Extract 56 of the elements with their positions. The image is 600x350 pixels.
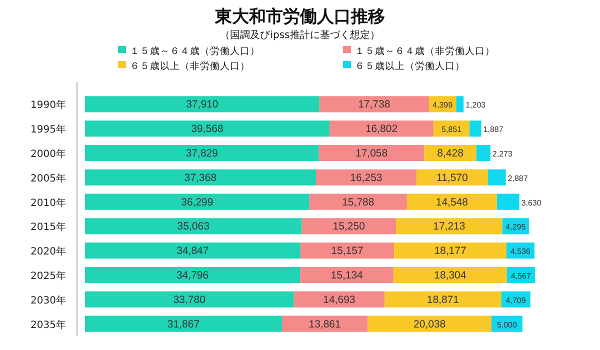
data-label: 11,570: [436, 172, 468, 184]
data-label: 17,738: [358, 98, 390, 111]
data-label: 15,157: [331, 245, 364, 258]
data-label: 2,887: [508, 174, 528, 183]
data-label: 17,213: [433, 220, 466, 233]
y-tick-label: 2025年: [30, 270, 66, 282]
data-label: 1,203: [466, 100, 486, 110]
y-tick-label: 2020年: [30, 246, 66, 258]
y-tick-label: 1995年: [30, 124, 66, 136]
data-label: 14,548: [436, 196, 468, 208]
legend-label: ６５歳以上（労働人口）: [355, 60, 465, 72]
data-label: 1,887: [483, 125, 504, 134]
data-label: 31,867: [167, 318, 200, 330]
data-label: 15,134: [330, 270, 364, 282]
y-tick-label: 2000年: [30, 148, 66, 160]
data-label: 18,304: [434, 270, 466, 282]
y-tick-label: 2010年: [30, 196, 66, 209]
data-label: 18,871: [426, 294, 460, 306]
data-label: 37,829: [186, 148, 218, 160]
data-label: 5,851: [442, 125, 462, 134]
data-label: 37,910: [186, 98, 218, 111]
data-label: 14,693: [323, 294, 356, 306]
data-label: 17,058: [355, 148, 388, 160]
data-label: 8,428: [437, 148, 464, 160]
data-label: 5,000: [496, 320, 518, 330]
data-label: 3,630: [521, 198, 542, 208]
y-tick-label: 2035年: [30, 318, 66, 331]
data-label: 37,368: [184, 172, 217, 184]
data-label: 4,295: [506, 222, 526, 232]
y-tick-label: 2030年: [30, 294, 66, 306]
data-label: 4,567: [510, 272, 532, 280]
data-label: 4,399: [432, 100, 454, 110]
chart-subtitle: （国調及びipss推計に基づく想定）: [220, 29, 380, 41]
data-label: 4,709: [506, 296, 526, 305]
y-tick-label: 2015年: [30, 221, 66, 234]
legend-label: ６５歳以上（非労働人口）: [130, 60, 250, 72]
data-label: 36,299: [181, 196, 214, 208]
data-label: 18,177: [434, 245, 466, 258]
chart-title: 東大和市労働人口推移: [214, 7, 385, 27]
y-tick-label: 1990年: [30, 99, 66, 112]
data-label: 15,788: [342, 196, 374, 208]
data-label: 16,802: [365, 123, 398, 136]
data-label: 39,568: [191, 123, 224, 136]
legend-label: １５歳～６４歳（非労働人口）: [355, 45, 495, 57]
legend-label: １５歳～６４歳（労働人口）: [130, 45, 260, 57]
y-tick-label: 2005年: [30, 172, 66, 184]
data-label: 15,250: [332, 220, 366, 233]
data-label: 13,861: [308, 318, 342, 330]
data-label: 2,273: [492, 150, 513, 158]
data-label: 20,038: [414, 318, 446, 330]
data-label: 16,253: [350, 172, 382, 184]
data-label: 34,796: [176, 270, 209, 282]
data-label: 4,536: [510, 247, 532, 256]
data-label: 33,780: [173, 294, 206, 306]
data-label: 35,063: [177, 220, 210, 233]
data-label: 34,847: [176, 245, 209, 258]
